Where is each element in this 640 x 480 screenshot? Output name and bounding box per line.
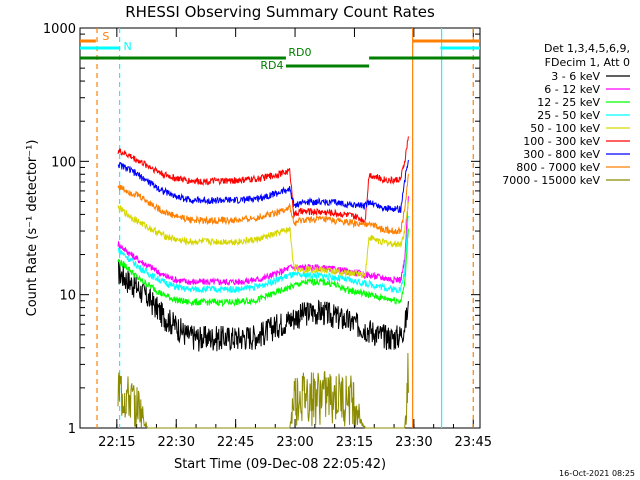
series-line-3 (117, 228, 409, 308)
annotation-bar-label: N (123, 40, 131, 53)
series-line-8 (117, 173, 409, 235)
y-axis-label: Count Rate (s⁻¹ detector⁻¹) (25, 140, 40, 317)
plot-area: 1 10 100 1000 22:15 22:30 22:45 23:00 23:15 23:30… (43, 22, 630, 450)
legend-label: 7000 - 15000 keV (502, 174, 600, 187)
legend-label: 12 - 25 keV (537, 96, 600, 109)
series-line-9 (117, 352, 409, 429)
series-line-2 (117, 196, 409, 287)
x-tick-label: 22:45 (217, 435, 254, 450)
legend-label: 50 - 100 keV (530, 122, 600, 135)
y-tick-label: 10 (59, 289, 76, 304)
legend-label: 3 - 6 keV (551, 70, 600, 83)
legend-header-line1: Det 1,3,4,5,6,9, (544, 42, 630, 55)
plot-frame (79, 27, 481, 429)
x-axis-label: Start Time (09-Dec-08 22:05:42) (174, 457, 386, 472)
series-line-4 (118, 215, 409, 294)
y-tick-label: 100 (51, 155, 76, 170)
series-line-1 (117, 261, 409, 352)
legend-label: 6 - 12 keV (544, 83, 600, 96)
legend-label: 25 - 50 keV (537, 109, 600, 122)
x-tick-label: 23:45 (455, 435, 492, 450)
x-tick-label: 23:15 (336, 435, 373, 450)
generation-timestamp: 16-Oct-2021 08:25 (559, 469, 635, 478)
x-tick-label: 22:30 (158, 435, 195, 450)
annotation-bar-label: RD0 (288, 46, 311, 59)
series-line-5 (117, 202, 409, 278)
y-tick-label: 1 (68, 422, 76, 437)
legend-label: 300 - 800 keV (523, 148, 600, 161)
series-line-6 (117, 136, 409, 224)
x-tick-label: 23:30 (395, 435, 432, 450)
x-tick-label: 23:00 (276, 435, 313, 450)
x-tick-label: 22:15 (98, 435, 135, 450)
annotation-bar-label: S (102, 30, 109, 43)
legend-label: 800 - 7000 keV (516, 161, 600, 174)
legend-header-line2: FDecim 1, Att 0 (545, 56, 630, 69)
annotation-bar-label: RD4 (260, 59, 283, 72)
y-tick-label: 1000 (43, 22, 76, 37)
legend-label: 100 - 300 keV (523, 135, 600, 148)
chart-title: RHESSI Observing Summary Count Rates (125, 3, 435, 21)
series-line-7 (117, 159, 409, 214)
